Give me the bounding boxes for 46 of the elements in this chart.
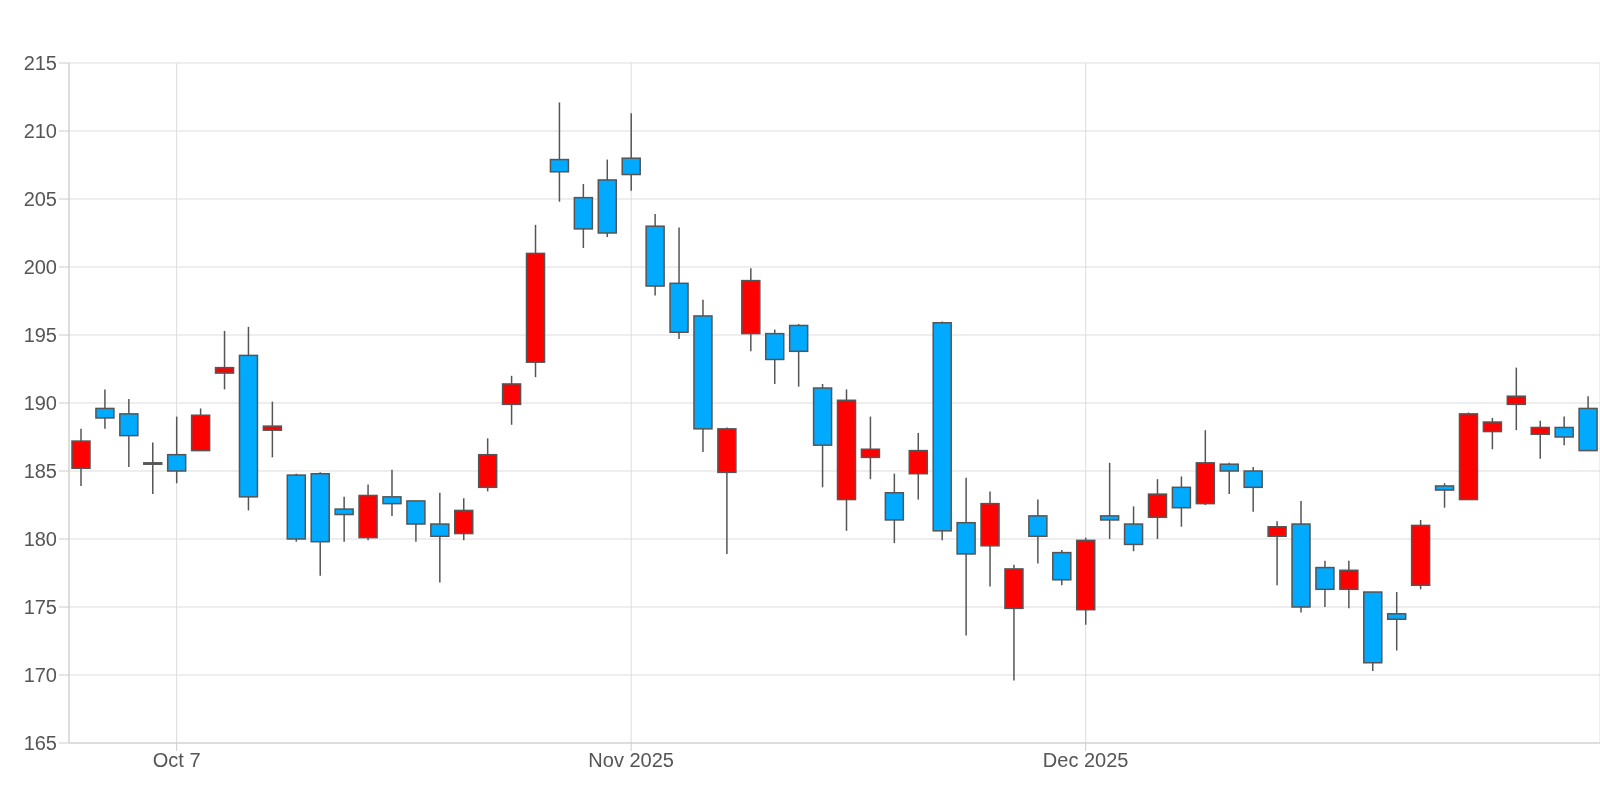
candlestick xyxy=(908,432,929,501)
y-tick-label: 190 xyxy=(23,392,57,415)
candlestick xyxy=(334,496,354,543)
y-tick-label: 175 xyxy=(23,596,57,619)
candlestick xyxy=(501,375,522,426)
y-tick-label: 165 xyxy=(23,732,57,755)
candlestick xyxy=(430,492,450,584)
candlestick xyxy=(1243,466,1263,513)
candlestick xyxy=(143,441,163,495)
candlestick xyxy=(166,415,187,484)
y-tick-label: 210 xyxy=(23,120,57,143)
candlestick xyxy=(382,468,402,517)
x-tick-label: Dec 2025 xyxy=(1042,749,1129,772)
candlestick xyxy=(1506,366,1527,431)
candlestick xyxy=(454,497,474,542)
candlestick xyxy=(1147,478,1168,540)
y-tick-label: 185 xyxy=(23,460,57,483)
candlestick xyxy=(1099,462,1120,540)
candlestick xyxy=(1434,482,1455,509)
candlestick xyxy=(1219,462,1239,495)
candlestick xyxy=(1123,505,1144,552)
candlestick xyxy=(214,330,235,391)
candlestick xyxy=(1482,417,1503,450)
y-tick-label: 200 xyxy=(23,256,57,279)
y-tick-label: 180 xyxy=(23,528,57,551)
candlestick xyxy=(406,500,426,543)
y-tick-label: 170 xyxy=(23,664,57,687)
x-tick-label: Oct 7 xyxy=(152,749,201,772)
candlestick xyxy=(621,112,641,192)
candlestick xyxy=(1554,415,1574,446)
candlestick xyxy=(1171,475,1192,528)
y-tick-label: 205 xyxy=(23,188,57,211)
candlestick xyxy=(1267,520,1287,586)
candlestick xyxy=(1386,591,1407,652)
candlestick xyxy=(1530,419,1550,460)
y-tick-label: 215 xyxy=(23,52,57,75)
candlestick xyxy=(549,101,570,203)
candlestick xyxy=(860,415,881,480)
candlestick xyxy=(1339,560,1359,610)
candlestick xyxy=(262,400,283,459)
y-tick-label: 195 xyxy=(23,324,57,347)
candlestick xyxy=(1315,560,1335,608)
candlestick xyxy=(95,388,115,430)
x-tick-label: Nov 2025 xyxy=(588,749,674,772)
candlestick xyxy=(1028,498,1048,565)
candlestick xyxy=(119,398,139,468)
